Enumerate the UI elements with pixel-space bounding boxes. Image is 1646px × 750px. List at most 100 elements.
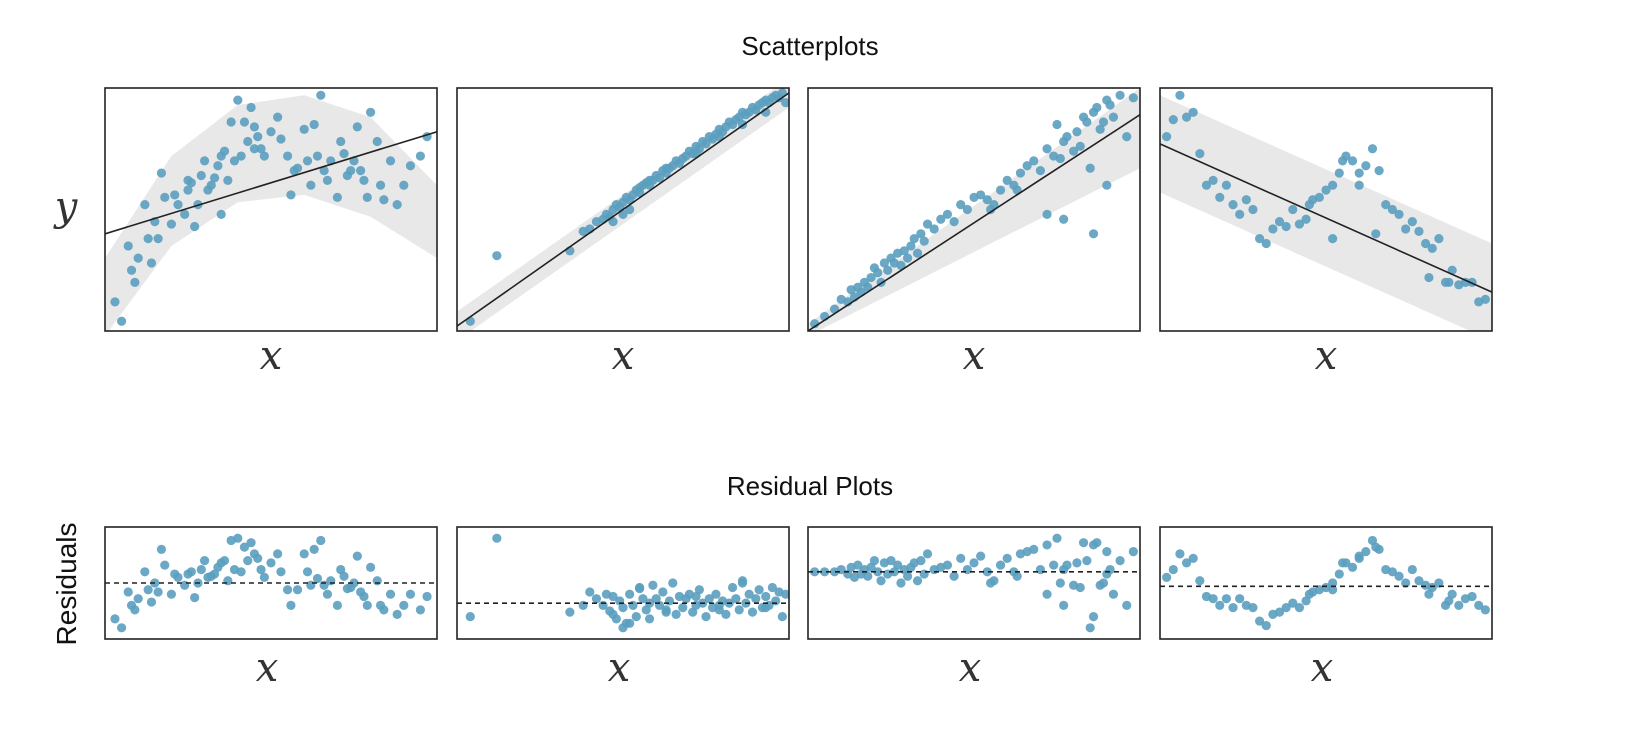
data-point: [405, 589, 416, 599]
data-point: [1407, 564, 1417, 575]
data-point: [170, 190, 180, 200]
data-point: [190, 592, 200, 603]
x-axis-label: x: [608, 645, 631, 691]
data-point: [919, 569, 929, 579]
data-point: [591, 594, 602, 604]
data-point: [372, 576, 382, 586]
data-point: [1361, 161, 1371, 171]
data-point: [243, 556, 253, 566]
data-point: [379, 195, 389, 205]
data-point: [1105, 100, 1115, 110]
data-point: [140, 200, 150, 210]
data-point: [110, 297, 120, 307]
data-point: [1338, 156, 1348, 166]
data-point: [233, 533, 243, 543]
data-point: [1235, 209, 1245, 219]
data-point: [883, 265, 893, 275]
data-point: [1195, 576, 1205, 586]
data-point: [1274, 607, 1285, 617]
data-point: [912, 576, 923, 586]
data-point: [206, 180, 216, 190]
data-point: [1294, 219, 1305, 229]
data-point: [1029, 156, 1039, 166]
data-point: [1092, 538, 1102, 548]
data-point: [922, 549, 933, 559]
scatter-2-plot-area: [457, 88, 789, 331]
data-point: [1228, 200, 1238, 210]
data-point: [734, 605, 744, 615]
data-point: [123, 587, 133, 597]
data-point: [256, 564, 266, 575]
data-point: [1374, 166, 1384, 176]
data-point: [771, 596, 781, 606]
data-point: [259, 151, 269, 161]
data-point: [1401, 578, 1411, 588]
data-point: [1059, 600, 1069, 611]
panel-frame: [456, 87, 790, 332]
data-point: [385, 589, 396, 599]
data-point: [1421, 238, 1431, 249]
data-point: [1268, 224, 1278, 234]
data-point: [249, 122, 259, 132]
data-point: [1334, 168, 1344, 178]
x-axis-label: x: [963, 333, 986, 379]
data-point: [1072, 558, 1082, 568]
residual-2-plot-area: [457, 533, 789, 633]
data-point: [1387, 204, 1397, 215]
panel-frame: [1159, 526, 1493, 640]
data-point: [969, 558, 979, 568]
data-point: [714, 132, 724, 142]
data-point: [1078, 538, 1089, 548]
data-point: [180, 580, 190, 590]
data-point: [1022, 161, 1032, 171]
data-point: [156, 168, 167, 178]
residuals-axis-label: Residuals: [51, 523, 82, 646]
data-point: [276, 567, 286, 577]
scatterplots-title: Scatterplots: [741, 31, 878, 61]
data-point: [986, 204, 996, 215]
data-point: [1012, 571, 1022, 581]
data-point: [1215, 192, 1225, 202]
data-point: [1347, 562, 1358, 572]
data-point: [1328, 578, 1338, 588]
data-point: [942, 209, 953, 219]
data-point: [1387, 567, 1397, 577]
data-point: [1354, 180, 1364, 190]
scatter-3-plot-area: [808, 88, 1140, 331]
data-point: [1128, 547, 1138, 557]
data-point: [1241, 195, 1251, 205]
data-point: [608, 217, 618, 227]
data-point: [1354, 551, 1364, 561]
data-point: [143, 585, 153, 595]
data-point: [903, 571, 913, 581]
data-point: [1128, 93, 1138, 103]
data-point: [133, 253, 143, 263]
data-point: [711, 589, 721, 599]
data-point: [372, 136, 382, 147]
data-point: [336, 136, 346, 147]
data-point: [1288, 598, 1298, 608]
data-point: [1261, 620, 1271, 631]
data-point: [903, 253, 913, 263]
data-point: [1334, 569, 1344, 579]
data-point: [153, 234, 163, 244]
data-point: [1304, 200, 1314, 210]
data-point: [886, 556, 896, 566]
data-point: [1215, 600, 1225, 611]
data-point: [1427, 243, 1437, 253]
data-point: [916, 556, 926, 566]
data-point: [126, 265, 137, 275]
data-point: [731, 594, 741, 604]
panels-group: x x x x x x x x: [104, 87, 1493, 691]
data-point: [465, 612, 475, 622]
data-point: [714, 600, 724, 611]
residual-plots-title: Residual Plots: [727, 471, 893, 501]
data-point: [1371, 542, 1381, 552]
x-axis-label: x: [959, 645, 982, 691]
data-point: [1035, 166, 1045, 176]
data-point: [1002, 175, 1012, 185]
data-point: [322, 175, 333, 185]
data-point: [608, 591, 618, 602]
data-point: [1414, 226, 1424, 236]
data-point: [1221, 180, 1231, 190]
